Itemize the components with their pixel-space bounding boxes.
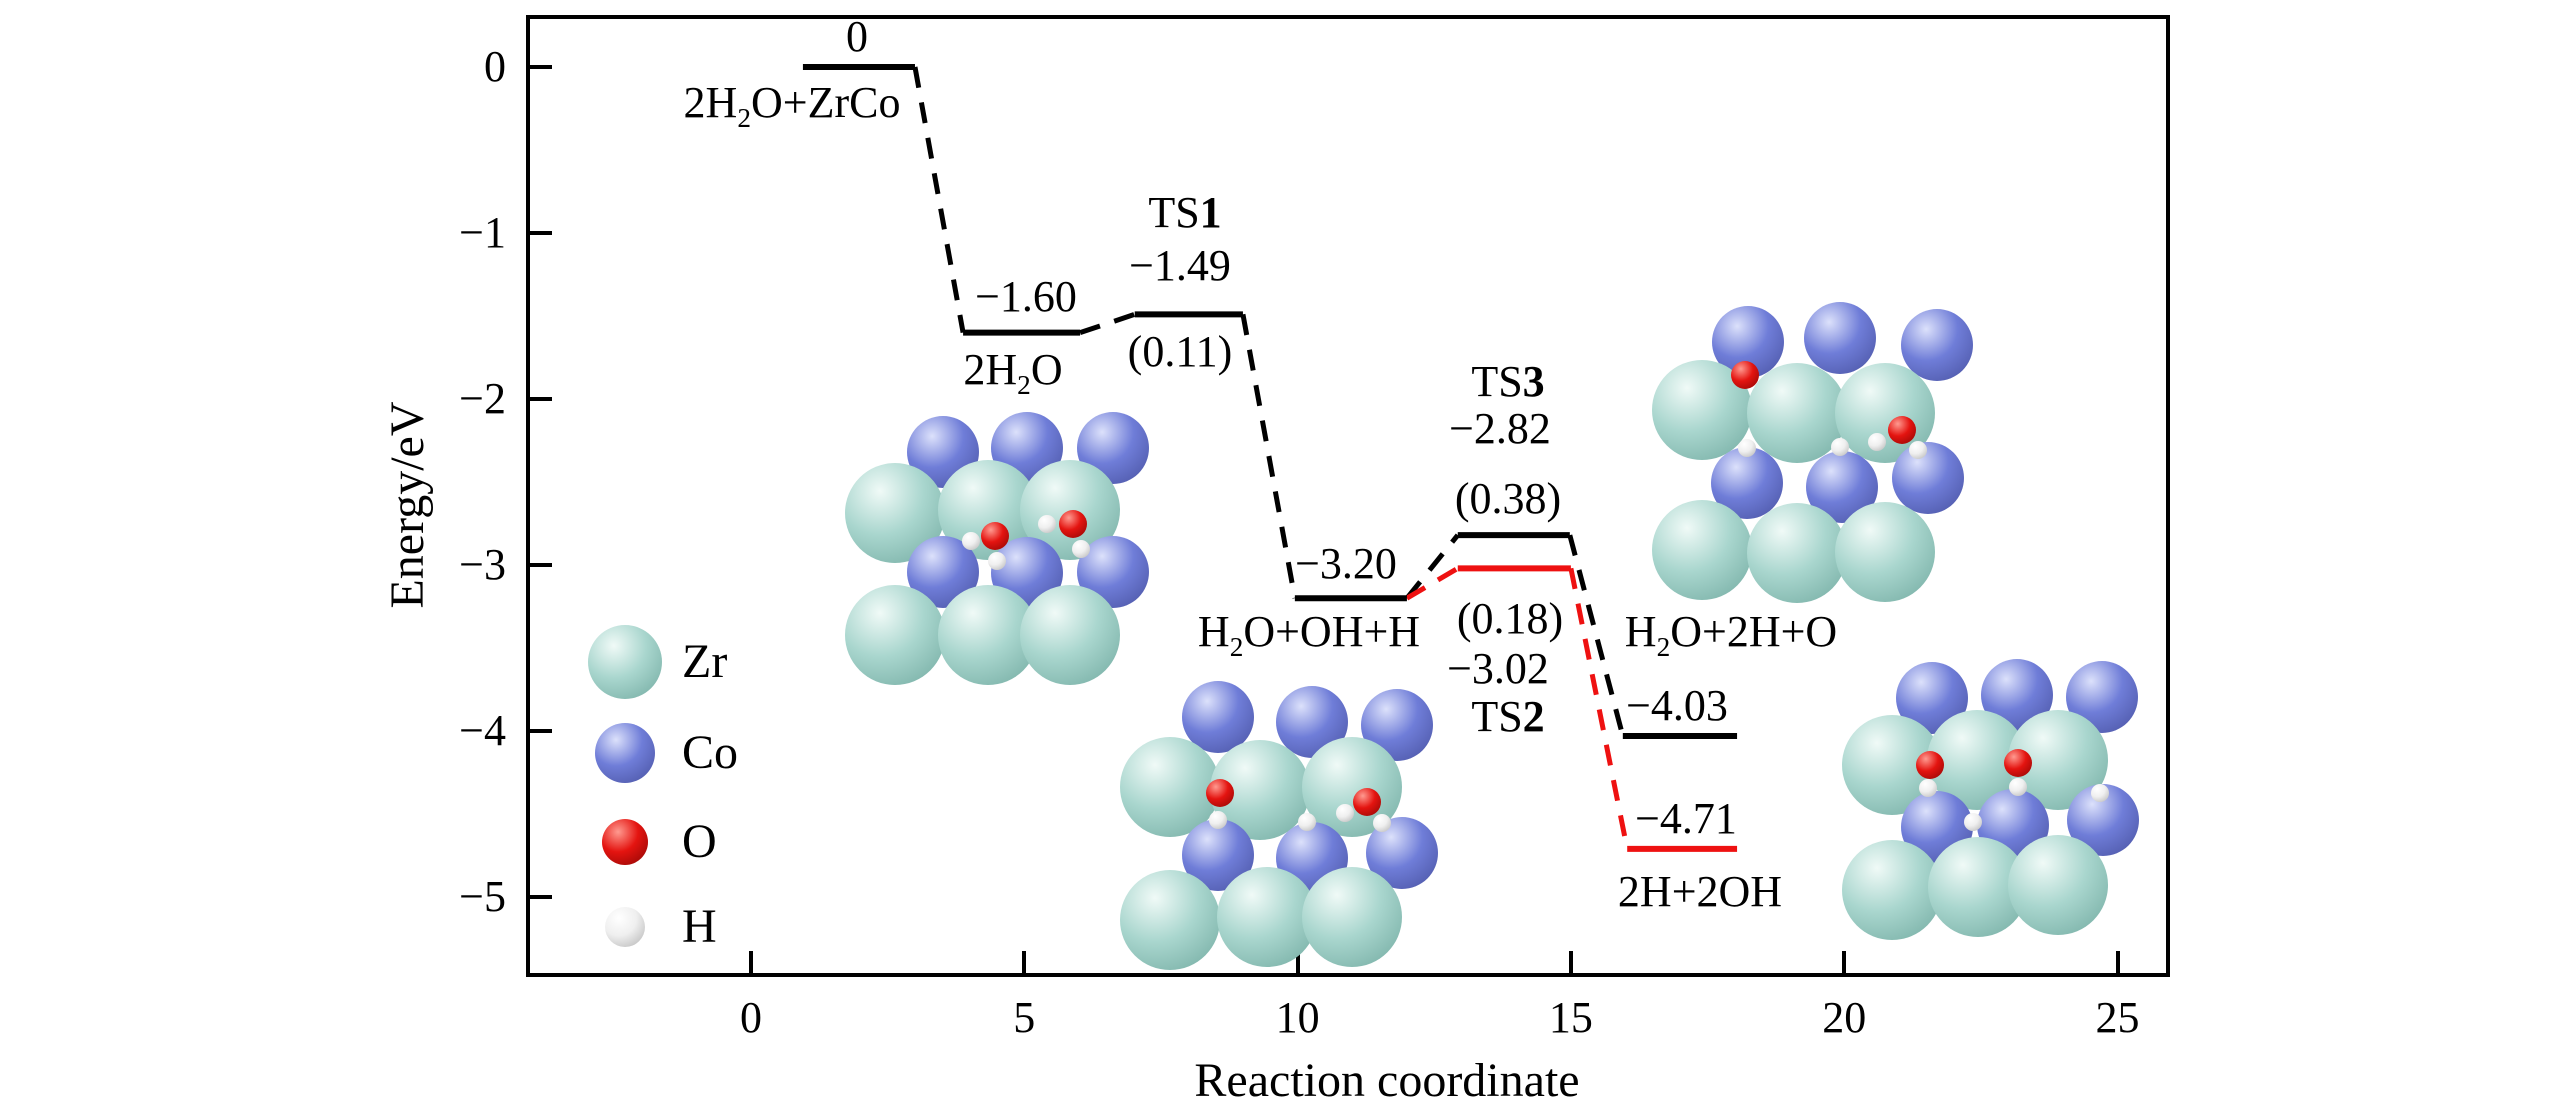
connector-black [1079,311,1136,335]
connector-black [1567,534,1626,737]
y-axis-title: Energy/eV [381,401,434,609]
connector-red [1405,566,1460,601]
connector-black [912,66,966,334]
plot-area [526,15,2170,977]
connector-red [1568,567,1630,850]
x-axis-title: Reaction coordinate [1194,1054,1580,1107]
connector-black [1404,533,1460,600]
connector-black [1240,313,1298,599]
